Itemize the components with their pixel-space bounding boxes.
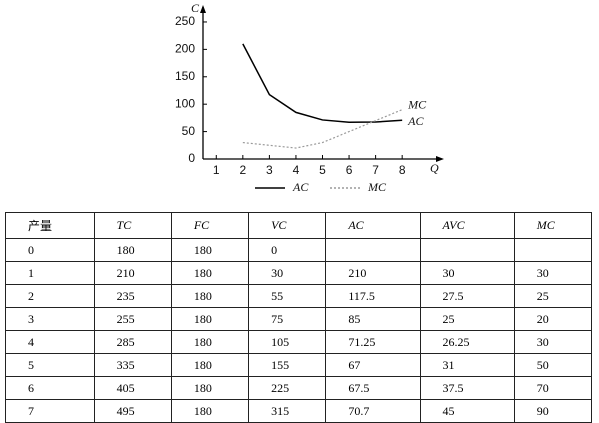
x-tick-label: 8	[399, 163, 406, 177]
table-cell: 180	[170, 261, 250, 285]
table-cell: 45	[419, 399, 515, 423]
series-end-label: MC	[407, 97, 427, 111]
table-cell: 70	[513, 376, 593, 400]
table-cell: 50	[513, 353, 593, 377]
table-cell: 495	[93, 399, 172, 423]
x-tick-label: 7	[372, 163, 379, 177]
table-cell: 25	[513, 284, 593, 308]
table-cell: 255	[93, 307, 172, 331]
table-cell: 210	[325, 261, 421, 285]
table-cell: 210	[93, 261, 172, 285]
table-row: 1 210 180 30 210 30 30	[5, 261, 593, 285]
table-cell: 117.5	[325, 284, 421, 308]
table-cell: 25	[419, 307, 515, 331]
y-tick-label: 100	[175, 96, 195, 110]
table-cell: 0	[248, 238, 327, 262]
table-cell: 180	[93, 238, 172, 262]
table-cell: 20	[513, 307, 593, 331]
table-row: 3 255 180 75 85 25 20	[5, 307, 593, 331]
table-row: 7 495 180 315 70.7 45 90	[5, 399, 593, 423]
table-cell: 225	[248, 376, 327, 400]
header-row: 产量 TC FC VC AC AVC MC	[5, 212, 593, 239]
table-cell: 335	[93, 353, 172, 377]
header-cell: FC	[170, 212, 250, 239]
header-cell: MC	[513, 212, 593, 239]
table-row: 0 180 180 0	[5, 238, 593, 262]
table-cell: 180	[170, 376, 250, 400]
table-cell: 30	[513, 261, 593, 285]
table-cell: 30	[419, 261, 515, 285]
table-cell: 180	[170, 284, 250, 308]
table-cell: 85	[325, 307, 421, 331]
y-axis-label: C	[191, 1, 200, 15]
table-cell: 405	[93, 376, 172, 400]
y-tick-label: 150	[175, 69, 195, 83]
table-row: 5 335 180 155 67 31 50	[5, 353, 593, 377]
x-arrow	[436, 156, 444, 162]
x-tick-label: 5	[319, 163, 326, 177]
table-cell: 285	[93, 330, 172, 354]
x-tick-label: 2	[239, 163, 246, 177]
table-cell: 2	[5, 284, 95, 308]
table-cell: 67.5	[325, 376, 421, 400]
table-cell: 3	[5, 307, 95, 331]
table-cell: 315	[248, 399, 327, 423]
table-cell: 27.5	[419, 284, 515, 308]
table-cell: 1	[5, 261, 95, 285]
cost-table: 产量 TC FC VC AC AVC MC 0 180 180 0 1 210 180 30 210 30 30 2…	[5, 212, 593, 423]
header-cell: AVC	[419, 212, 515, 239]
table-cell: 180	[170, 307, 250, 331]
header-cell: TC	[93, 212, 172, 239]
table-row: 2 235 180 55 117.5 27.5 25	[5, 284, 593, 308]
table-cell: 105	[248, 330, 327, 354]
table-cell: 180	[170, 238, 250, 262]
table-cell: 0	[5, 238, 95, 262]
x-axis-label: Q	[430, 161, 439, 175]
x-tick-label: 6	[346, 163, 353, 177]
table-cell: 4	[5, 330, 95, 354]
series-line	[242, 43, 403, 124]
table-cell: 155	[248, 353, 327, 377]
table-cell: 26.25	[419, 330, 515, 354]
table-cell: 180	[170, 330, 250, 354]
header-cell: 产量	[5, 212, 95, 239]
table-cell: 5	[5, 353, 95, 377]
table-cell: 55	[248, 284, 327, 308]
y-tick-label: 50	[182, 124, 196, 138]
chart: C Q 0 50 100 150 200 250 1 2 3 4 5 6 7 8 AC AC MC MC	[175, 1, 444, 194]
x-tick-label: 1	[213, 163, 220, 177]
series-line	[242, 109, 403, 149]
table-cell	[325, 238, 421, 262]
table-cell: 31	[419, 353, 515, 377]
table-cell: 70.7	[325, 399, 421, 423]
table-cell: 75	[248, 307, 327, 331]
x-tick-label: 3	[266, 163, 273, 177]
series-end-label: AC	[407, 114, 424, 128]
legend-label: MC	[367, 180, 387, 194]
header-cell: VC	[248, 212, 327, 239]
x-tick-label: 4	[293, 163, 300, 177]
table-cell	[513, 238, 593, 262]
y-tick-label: 250	[175, 14, 195, 28]
table-cell: 30	[513, 330, 593, 354]
table-cell: 90	[513, 399, 593, 423]
table-cell: 180	[170, 353, 250, 377]
table-cell: 7	[5, 399, 95, 423]
header-cell: AC	[325, 212, 421, 239]
table-cell: 67	[325, 353, 421, 377]
table-cell: 37.5	[419, 376, 515, 400]
y-tick-label: 200	[175, 42, 195, 56]
table-cell: 180	[170, 399, 250, 423]
table-row: 4 285 180 105 71.25 26.25 30	[5, 330, 593, 354]
table-row: 6 405 180 225 67.5 37.5 70	[5, 376, 593, 400]
legend-label: AC	[292, 180, 309, 194]
table-cell: 30	[248, 261, 327, 285]
table-cell	[419, 238, 515, 262]
table-cell: 71.25	[325, 330, 421, 354]
y-arrow	[200, 5, 206, 13]
table-cell: 6	[5, 376, 95, 400]
table-cell: 235	[93, 284, 172, 308]
y-tick-label: 0	[188, 151, 195, 165]
